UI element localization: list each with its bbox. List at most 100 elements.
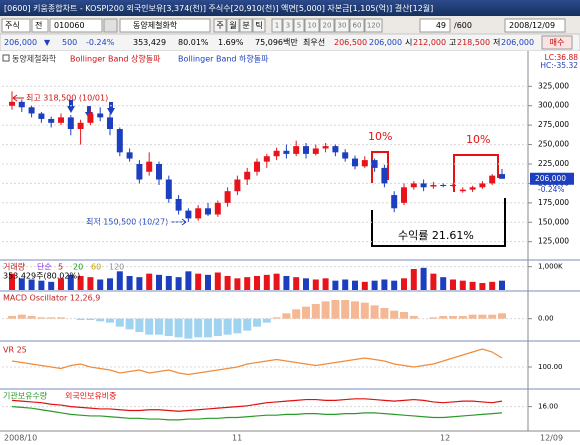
macd-bar <box>360 302 369 319</box>
mode-select[interactable] <box>31 18 49 33</box>
volume-bar <box>244 277 251 290</box>
volume-bar <box>146 273 153 290</box>
macd-bar <box>429 317 438 319</box>
candle-body <box>361 160 368 167</box>
interval-button[interactable] <box>364 18 383 33</box>
candle-body <box>440 184 447 186</box>
candle-body <box>283 150 290 154</box>
date-input[interactable] <box>504 18 566 33</box>
last-price-label: 206,000 <box>535 174 566 183</box>
volume-bar <box>38 280 45 290</box>
interval-button[interactable] <box>319 18 335 33</box>
high-arrow <box>12 94 24 102</box>
macd-bar <box>478 314 487 319</box>
code-input[interactable] <box>49 18 103 33</box>
panel-separators <box>0 259 580 390</box>
macd-bar <box>390 310 399 319</box>
legend-icon <box>2 54 10 62</box>
sell-signals <box>67 100 115 119</box>
ma-period: 20 <box>73 263 83 272</box>
candle-body <box>48 118 55 123</box>
candle-body <box>293 146 300 154</box>
date: 2008/12/09 <box>509 21 555 30</box>
volume-summary: 353,429주(80.02%) <box>3 272 80 281</box>
candle-body <box>165 179 172 199</box>
interval-button[interactable] <box>349 18 365 33</box>
macd-bar <box>76 318 85 320</box>
period-button[interactable] <box>252 18 266 33</box>
market-select[interactable] <box>1 18 31 33</box>
candle-body <box>244 171 251 180</box>
volume-bar <box>361 281 368 290</box>
y-tick-label: 16.00 <box>538 403 558 411</box>
volume-bar <box>205 274 211 290</box>
volume-bar <box>440 277 447 290</box>
y-tick-label: 100.00 <box>538 363 563 371</box>
volume-bar <box>352 280 358 290</box>
candle-body <box>234 179 241 192</box>
holding-line <box>11 398 503 412</box>
interval-label: 20 <box>323 22 332 30</box>
macd-bar <box>380 308 389 319</box>
holding-line <box>11 406 503 421</box>
macd-bar <box>458 316 467 319</box>
count-input[interactable] <box>419 18 451 33</box>
quote-high: 218,500 <box>457 38 490 47</box>
volume-bar <box>165 276 172 290</box>
candle-body <box>263 156 270 162</box>
macd-bar <box>213 318 222 336</box>
interval-label: 5 <box>297 22 301 30</box>
quote-price: 206,000 <box>4 38 37 47</box>
macd-bar <box>135 318 144 332</box>
period-button[interactable] <box>226 18 240 33</box>
y-tick-label: 300,000 <box>538 101 569 110</box>
quote-open: 212,000 <box>413 38 446 47</box>
volume-bar <box>322 278 329 290</box>
name-field[interactable] <box>119 18 211 33</box>
legend-entry: 기관보유수량 <box>3 391 48 401</box>
volume-bar <box>234 278 241 290</box>
y-tick-label: 275,000 <box>538 120 569 129</box>
candle-body <box>126 152 133 159</box>
macd-bar <box>37 317 46 319</box>
x-tick-label: 2008/10 <box>4 434 37 443</box>
volume-bar <box>381 279 388 290</box>
volume-bar <box>195 273 202 290</box>
y-tick-label: 250,000 <box>538 140 569 149</box>
candle-body <box>391 195 398 209</box>
candle-body <box>28 107 35 114</box>
volume-bar <box>459 280 466 290</box>
candle-body <box>342 152 349 159</box>
interval-button[interactable] <box>271 18 283 33</box>
macd-bar <box>331 300 340 319</box>
macd-bar <box>439 316 448 319</box>
ma-label: 단순 <box>37 262 52 272</box>
quote-open-label: 시 <box>405 38 412 47</box>
period-button[interactable] <box>213 18 227 33</box>
interval-button[interactable] <box>293 18 305 33</box>
macd-bar <box>17 314 26 319</box>
high-annotation: 최고 318,500 (10/01) <box>26 93 108 103</box>
period-button[interactable] <box>239 18 253 33</box>
candle-body <box>469 187 476 190</box>
volume-bar <box>303 278 309 290</box>
interval-button[interactable] <box>304 18 320 33</box>
volume-bar <box>87 277 94 290</box>
volume-bar <box>116 271 123 290</box>
y-tick-label: 150,000 <box>538 217 569 226</box>
macd-bar <box>400 312 408 319</box>
volume-bar <box>283 276 290 290</box>
legend-entry: Bollinger Band 하향돌파 <box>178 54 269 64</box>
chart-area <box>0 51 580 445</box>
interval-button[interactable] <box>282 18 294 33</box>
candle-body <box>9 101 15 106</box>
interval-label: 30 <box>338 22 347 30</box>
code: 010060 <box>54 21 85 30</box>
search-button[interactable] <box>103 18 118 33</box>
interval-button[interactable] <box>334 18 350 33</box>
buy-button[interactable] <box>541 35 573 50</box>
macd-label: MACD Oscillator 12,26,9 <box>3 294 100 303</box>
gain-label: 10% <box>466 133 490 146</box>
interval-label: 60 <box>353 22 362 30</box>
